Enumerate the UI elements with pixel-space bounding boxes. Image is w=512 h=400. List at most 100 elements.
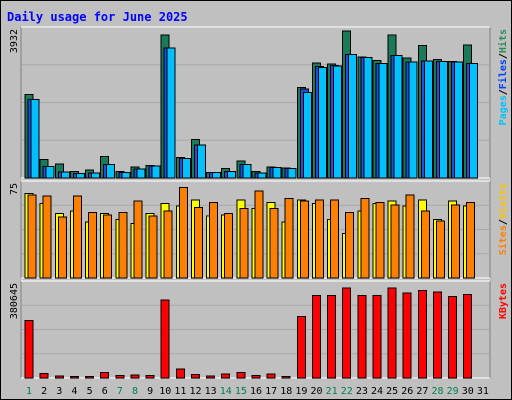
legend-hits-pages-files: Pages/Files/Hits — [497, 29, 509, 125]
bar-kbytes-kbytes-day-10 — [160, 299, 170, 379]
bar-hits-pages-files-pages-day-27 — [423, 60, 433, 179]
bar-kbytes-kbytes-day-4 — [69, 376, 79, 379]
bar-visits-sites-sites-day-27 — [420, 210, 430, 279]
bar-visits-sites-sites-day-7 — [118, 211, 128, 279]
bar-hits-pages-files-pages-day-4 — [75, 173, 85, 179]
legend-item-pages: Pages — [498, 95, 509, 125]
bar-visits-sites-sites-day-29 — [451, 204, 461, 279]
x-tick-label-day-19: 19 — [295, 386, 307, 397]
x-tick-label-day-22: 22 — [341, 386, 353, 397]
bar-visits-sites-sites-day-17 — [269, 208, 279, 279]
legend-item-sites: Sites — [497, 225, 509, 255]
x-tick-label-day-3: 3 — [56, 386, 62, 397]
bar-kbytes-kbytes-day-16 — [251, 375, 261, 379]
bar-visits-sites-sites-day-4 — [72, 195, 82, 279]
bar-hits-pages-files-pages-day-22 — [348, 54, 358, 179]
bar-kbytes-kbytes-day-26 — [402, 292, 412, 379]
bar-kbytes-kbytes-day-28 — [432, 291, 442, 379]
x-tick-label-day-28: 28 — [432, 386, 444, 397]
bar-hits-pages-files-pages-day-15 — [242, 164, 252, 179]
ymax-label-hits-pages-files: 3932 — [9, 29, 20, 53]
bar-kbytes-kbytes-day-23 — [357, 294, 367, 379]
bar-visits-sites-sites-day-20 — [314, 199, 324, 279]
bar-kbytes-kbytes-day-18 — [281, 376, 291, 379]
legend-item-hits: Hits — [497, 29, 509, 53]
bar-kbytes-kbytes-day-20 — [311, 294, 321, 379]
bar-visits-sites-sites-day-5 — [88, 211, 98, 279]
bar-kbytes-kbytes-day-7 — [115, 375, 125, 379]
x-tick-label-day-10: 10 — [159, 386, 171, 397]
x-tick-label-day-17: 17 — [265, 386, 277, 397]
bar-visits-sites-sites-day-9 — [148, 215, 158, 279]
legend-visits-sites: Sites/Visits — [497, 183, 509, 255]
bar-kbytes-kbytes-day-27 — [417, 290, 427, 379]
bar-hits-pages-files-pages-day-30 — [469, 63, 479, 179]
bar-hits-pages-files-pages-day-23 — [363, 57, 373, 179]
bar-visits-sites-sites-day-24 — [375, 201, 385, 279]
bar-hits-pages-files-pages-day-11 — [181, 158, 191, 179]
bar-hits-pages-files-pages-day-7 — [121, 171, 131, 179]
bar-hits-pages-files-pages-day-2 — [45, 165, 55, 179]
bar-kbytes-kbytes-day-30 — [463, 293, 473, 379]
bar-kbytes-kbytes-day-5 — [85, 376, 95, 379]
bar-visits-sites-sites-day-23 — [360, 198, 370, 279]
legend-kbytes: KBytes — [498, 283, 509, 319]
x-tick-label-day-29: 29 — [447, 386, 459, 397]
legend-item-files: Files — [497, 59, 509, 89]
bar-visits-sites-sites-day-1 — [27, 194, 37, 279]
bar-visits-sites-sites-day-25 — [390, 204, 400, 279]
bar-visits-sites-sites-day-8 — [133, 200, 143, 279]
bar-hits-pages-files-pages-day-12 — [196, 144, 206, 179]
bar-kbytes-kbytes-day-29 — [448, 295, 458, 379]
x-tick-label-day-12: 12 — [189, 386, 201, 397]
bar-kbytes-kbytes-day-12 — [190, 374, 200, 379]
x-tick-label-day-14: 14 — [220, 386, 232, 397]
ymax-label-visits-sites: 75 — [9, 183, 20, 195]
chart-title: Daily usage for June 2025 — [7, 10, 188, 24]
x-tick-label-day-8: 8 — [132, 386, 138, 397]
bar-visits-sites-sites-day-16 — [254, 190, 264, 279]
bar-kbytes-kbytes-day-1 — [24, 319, 34, 379]
x-tick-label-day-23: 23 — [356, 386, 368, 397]
x-tick-label-day-7: 7 — [117, 386, 123, 397]
bar-kbytes-kbytes-day-15 — [236, 372, 246, 379]
bar-visits-sites-sites-day-13 — [209, 201, 219, 279]
bar-kbytes-kbytes-day-2 — [39, 373, 49, 379]
x-tick-label-day-15: 15 — [235, 386, 247, 397]
bar-kbytes-kbytes-day-22 — [342, 287, 352, 379]
bar-hits-pages-files-pages-day-20 — [317, 66, 327, 179]
x-tick-label-day-21: 21 — [326, 386, 338, 397]
bar-visits-sites-sites-day-22 — [345, 211, 355, 279]
bar-visits-sites-sites-day-28 — [435, 220, 445, 279]
legend-separator: / — [498, 219, 509, 225]
bar-visits-sites-sites-day-10 — [163, 210, 173, 279]
bar-visits-sites-sites-day-12 — [193, 206, 203, 279]
x-tick-label-day-2: 2 — [41, 386, 47, 397]
bar-hits-pages-files-pages-day-13 — [212, 171, 222, 179]
bar-hits-pages-files-pages-day-3 — [60, 171, 70, 179]
bar-hits-pages-files-pages-day-25 — [393, 54, 403, 179]
legend-separator: / — [498, 89, 509, 95]
bar-hits-pages-files-pages-day-10 — [166, 47, 176, 179]
x-tick-label-day-6: 6 — [102, 386, 108, 397]
x-tick-label-day-18: 18 — [280, 386, 292, 397]
bar-hits-pages-files-pages-day-19 — [302, 91, 312, 179]
x-tick-label-day-1: 1 — [26, 386, 32, 397]
bar-kbytes-kbytes-day-25 — [387, 287, 397, 379]
bar-visits-sites-sites-day-14 — [224, 213, 234, 279]
x-tick-label-day-26: 26 — [401, 386, 413, 397]
x-tick-label-day-27: 27 — [416, 386, 428, 397]
bar-hits-pages-files-pages-day-14 — [227, 170, 237, 179]
x-tick-label-day-25: 25 — [386, 386, 398, 397]
legend-item-visits: Visits — [497, 183, 509, 219]
bar-kbytes-kbytes-day-6 — [100, 372, 110, 379]
bar-visits-sites-sites-day-19 — [299, 200, 309, 279]
legend-separator: / — [498, 53, 509, 59]
bar-kbytes-kbytes-day-9 — [145, 375, 155, 379]
bar-hits-pages-files-pages-day-28 — [438, 60, 448, 179]
bar-kbytes-kbytes-day-13 — [206, 375, 216, 379]
bar-kbytes-kbytes-day-19 — [296, 315, 306, 379]
bar-hits-pages-files-pages-day-6 — [106, 164, 116, 179]
bar-hits-pages-files-pages-day-24 — [378, 63, 388, 179]
